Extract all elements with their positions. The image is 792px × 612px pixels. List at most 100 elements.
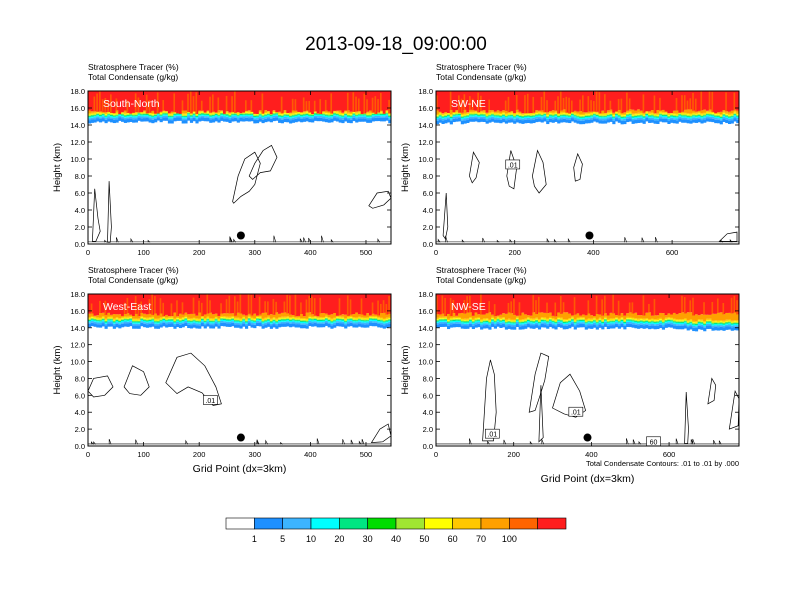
- tracer-cell: [532, 119, 536, 124]
- tracer-cell: [601, 315, 605, 320]
- tracer-streak: [305, 299, 308, 313]
- tracer-cell: [482, 321, 486, 323]
- tracer-cell: [455, 115, 459, 117]
- tracer-cell: [496, 323, 500, 327]
- tracer-cell: [623, 294, 627, 316]
- tracer-cell: [441, 321, 445, 324]
- tracer-cell: [247, 316, 251, 318]
- tracer-cell: [628, 322, 632, 324]
- tracer-cell: [463, 323, 467, 326]
- tracer-cell: [645, 320, 649, 321]
- tracer-cell: [617, 319, 621, 321]
- tracer-cell: [675, 324, 679, 326]
- tracer-cell: [286, 323, 290, 327]
- tracer-cell: [615, 112, 619, 114]
- tracer-cell: [579, 294, 583, 316]
- tracer-cell: [195, 315, 199, 319]
- tracer-cell: [584, 319, 588, 321]
- tracer-cell: [474, 110, 478, 112]
- tracer-cell: [587, 325, 591, 329]
- tracer-cell: [703, 321, 707, 323]
- tracer-cell: [705, 116, 710, 119]
- tracer-streak: [510, 301, 513, 314]
- tracer-cell: [231, 294, 235, 314]
- tracer-cell: [518, 321, 522, 323]
- tracer-cell: [526, 317, 531, 319]
- tracer-streak: [291, 98, 294, 111]
- y-tick-label: 6.0: [75, 391, 85, 400]
- tracer-cell: [302, 321, 307, 324]
- tracer-cell: [291, 320, 295, 322]
- tracer-cell: [154, 313, 158, 319]
- tracer-cell: [112, 325, 116, 329]
- tracer-cell: [107, 115, 111, 117]
- tracer-cell: [379, 317, 384, 319]
- tracer-cell: [151, 119, 155, 124]
- tracer-cell: [333, 318, 337, 320]
- tracer-cell: [515, 109, 520, 113]
- tracer-cell: [581, 318, 586, 320]
- tracer-cell: [239, 117, 243, 122]
- tracer-cell: [733, 322, 737, 324]
- tracer-cell: [502, 113, 506, 115]
- tracer-cell: [576, 319, 580, 321]
- tracer-cell: [297, 112, 301, 114]
- tracer-cell: [99, 117, 103, 119]
- tracer-cell: [110, 117, 114, 120]
- tracer-cell: [471, 318, 475, 320]
- tracer-cell: [233, 320, 238, 322]
- tracer-cell: [727, 294, 732, 313]
- tracer-cell: [463, 321, 467, 323]
- tracer-cell: [154, 318, 158, 320]
- tracer-cell: [349, 111, 353, 113]
- tracer-cell: [278, 323, 282, 328]
- tracer-cell: [360, 91, 364, 114]
- tracer-cell: [96, 321, 100, 323]
- tracer-streak: [313, 100, 316, 112]
- tracer-cell: [327, 117, 331, 120]
- tracer-cell: [491, 112, 495, 114]
- tracer-cell: [366, 321, 370, 323]
- tracer-cell: [327, 113, 331, 115]
- tracer-cell: [269, 114, 273, 116]
- tracer-cell: [537, 118, 542, 122]
- tracer-cell: [143, 323, 147, 328]
- tracer-cell: [88, 114, 92, 116]
- tracer-cell: [716, 322, 721, 324]
- tracer-cell: [502, 114, 506, 116]
- tracer-cell: [203, 325, 207, 329]
- tracer-cell: [598, 294, 602, 315]
- tracer-cell: [245, 117, 249, 122]
- tracer-cell: [338, 315, 342, 317]
- tracer-cell: [683, 119, 688, 123]
- tracer-cell: [154, 321, 158, 323]
- tracer-cell: [176, 115, 180, 118]
- y-tick-label: 12.0: [418, 138, 433, 147]
- tracer-cell: [344, 321, 348, 323]
- tracer-cell: [159, 91, 163, 112]
- tracer-cell: [697, 114, 701, 115]
- tracer-cell: [346, 321, 351, 324]
- tracer-cell: [192, 324, 196, 328]
- tracer-cell: [469, 320, 473, 323]
- tracer-cell: [110, 119, 114, 123]
- tracer-cell: [694, 114, 699, 116]
- tracer-cell: [449, 117, 453, 120]
- tracer-cell: [355, 117, 359, 120]
- tracer-cell: [593, 115, 597, 117]
- tracer-cell: [653, 114, 657, 116]
- tracer-cell: [140, 322, 144, 327]
- tracer-cell: [474, 318, 478, 320]
- tracer-cell: [628, 319, 632, 321]
- tracer-cell: [590, 321, 594, 323]
- tracer-cell: [291, 110, 295, 113]
- tracer-cell: [504, 116, 509, 118]
- tracer-cell: [703, 116, 707, 118]
- tracer-cell: [118, 322, 122, 324]
- tracer-cell: [659, 114, 663, 116]
- tracer-cell: [333, 317, 337, 319]
- tracer-cell: [239, 323, 243, 326]
- tracer-streak: [261, 93, 264, 114]
- condensate-contour: [123, 365, 150, 396]
- tracer-cell: [167, 120, 172, 124]
